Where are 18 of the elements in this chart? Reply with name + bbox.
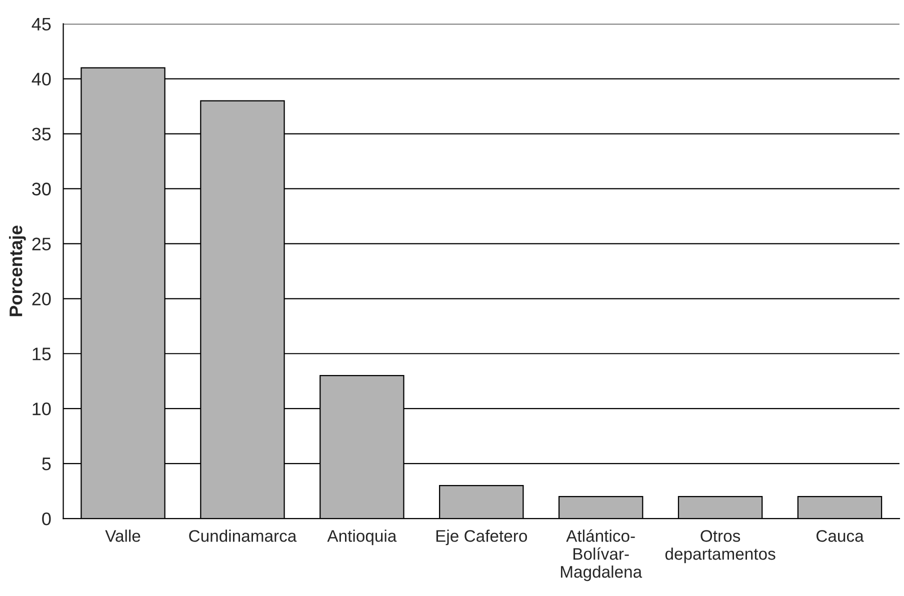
x-tick-label: Atlántico- Bolívar- Magdalena — [560, 529, 642, 582]
y-axis-title: Porcentaje — [9, 226, 26, 316]
x-tick-label: Valle — [105, 530, 140, 542]
x-tick-label: Eje Cafetero — [436, 530, 528, 546]
y-tick-label: 15 — [32, 348, 51, 360]
y-tick-label: 40 — [32, 72, 51, 86]
x-tick-label: Cundinamarca — [189, 530, 297, 542]
y-tick-label: 25 — [32, 238, 51, 250]
y-tick-label: 5 — [42, 458, 51, 470]
y-tick-label: 10 — [32, 402, 51, 416]
y-tick-label: 0 — [42, 512, 51, 526]
y-tick-label: 20 — [32, 292, 51, 306]
y-tick-label: 30 — [32, 182, 51, 196]
y-tick-label: 35 — [32, 128, 51, 140]
x-tick-label: Cauca — [816, 530, 864, 542]
y-tick-label: 45 — [32, 18, 51, 31]
x-tick-label: Otros departamentos — [665, 530, 776, 564]
x-tick-label: Antioquia — [327, 530, 397, 546]
